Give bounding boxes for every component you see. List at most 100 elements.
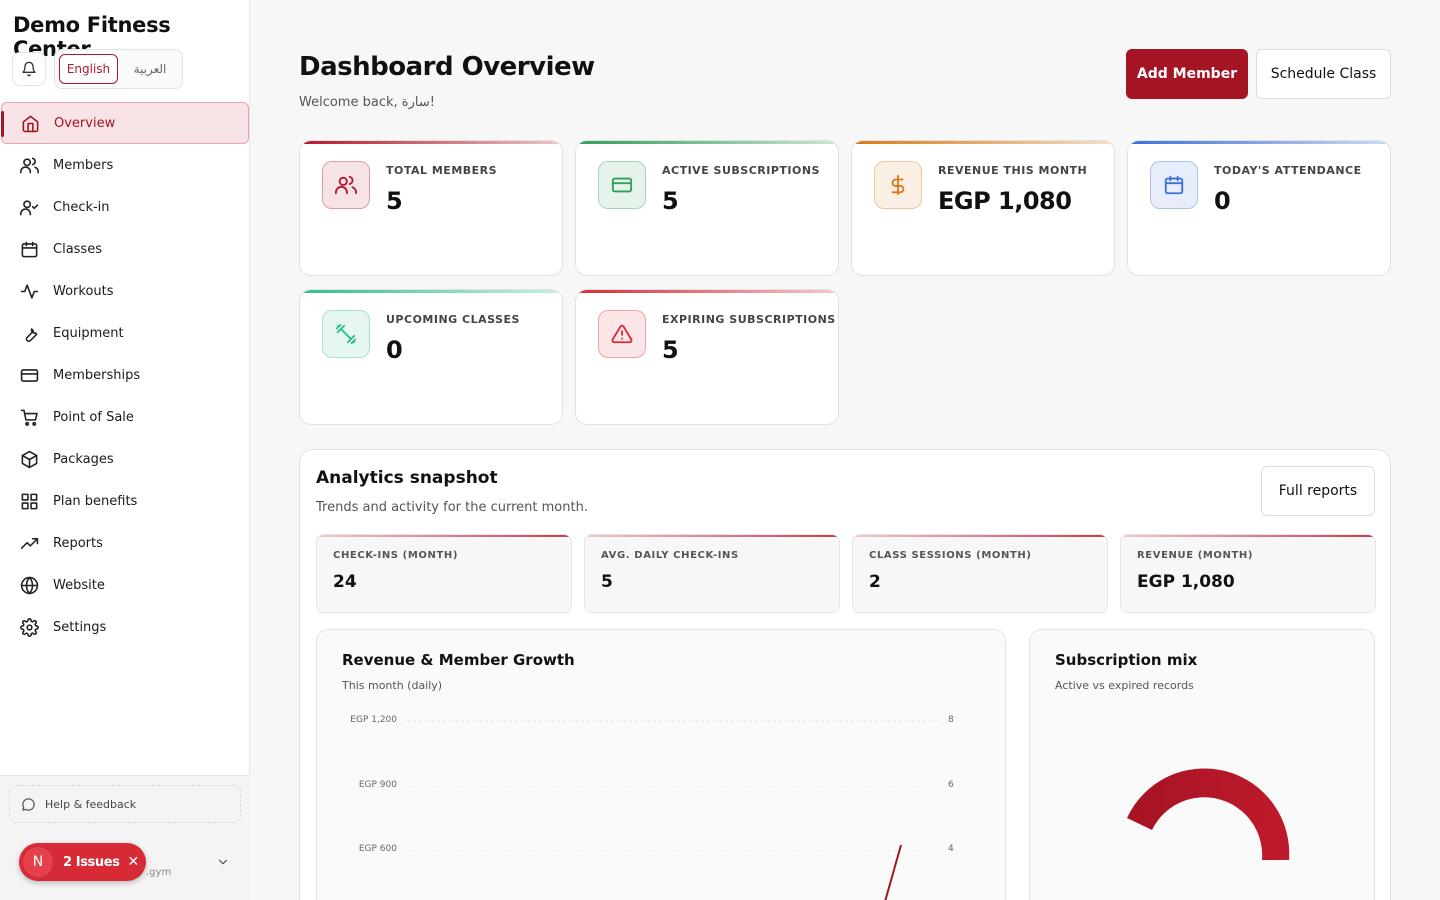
metric-card: AVG. DAILY CHECK-INS 5 bbox=[584, 534, 840, 613]
page-title: Dashboard Overview bbox=[299, 52, 595, 82]
stat-accent-bar bbox=[852, 141, 1114, 144]
stat-accent-bar bbox=[300, 290, 562, 293]
metric-accent-bar bbox=[1121, 535, 1375, 537]
sidebar-item-workouts[interactable]: Workouts bbox=[0, 270, 250, 312]
cart-icon bbox=[18, 406, 40, 428]
sidebar-item-label: Reports bbox=[53, 535, 103, 551]
calendar-icon bbox=[1150, 161, 1198, 209]
metric-card: CHECK-INS (MONTH) 24 bbox=[316, 534, 572, 613]
users-icon bbox=[322, 161, 370, 209]
schedule-class-button[interactable]: Schedule Class bbox=[1256, 49, 1391, 99]
stat-value: 0 bbox=[1214, 187, 1231, 215]
sidebar-item-website[interactable]: Website bbox=[0, 564, 250, 606]
stat-accent-bar bbox=[576, 141, 838, 144]
sidebar-item-label: Members bbox=[53, 157, 114, 173]
sidebar-item-label: Packages bbox=[53, 451, 114, 467]
stat-card: EXPIRING SUBSCRIPTIONS 5 bbox=[575, 289, 839, 425]
series-line bbox=[884, 844, 902, 900]
sidebar-footer: Help & feedback .gym bbox=[0, 775, 250, 900]
analytics-title: Analytics snapshot bbox=[316, 468, 498, 488]
issues-badge[interactable]: N 2 Issues ✕ bbox=[19, 843, 146, 881]
stat-card: ACTIVE SUBSCRIPTIONS 5 bbox=[575, 140, 839, 276]
message-icon bbox=[21, 797, 36, 812]
stat-label: TOTAL MEMBERS bbox=[386, 164, 498, 177]
package-icon bbox=[18, 448, 40, 470]
trending-icon bbox=[18, 532, 40, 554]
line-chart-svg bbox=[407, 720, 937, 900]
activity-icon bbox=[18, 280, 40, 302]
sidebar-item-label: Plan benefits bbox=[53, 493, 138, 509]
metric-label: CLASS SESSIONS (MONTH) bbox=[869, 550, 1032, 561]
metric-card: CLASS SESSIONS (MONTH) 2 bbox=[852, 534, 1108, 613]
y-right-tick: 4 bbox=[948, 844, 954, 854]
sidebar-item-overview[interactable]: Overview bbox=[1, 102, 249, 144]
full-reports-button[interactable]: Full reports bbox=[1261, 466, 1375, 516]
metric-value: 5 bbox=[601, 572, 613, 592]
stat-label: REVENUE THIS MONTH bbox=[938, 164, 1088, 177]
stat-label: EXPIRING SUBSCRIPTIONS bbox=[662, 313, 836, 326]
metric-card: REVENUE (MONTH) EGP 1,080 bbox=[1120, 534, 1376, 613]
gear-icon bbox=[18, 616, 40, 638]
sidebar-nav: Overview Members Check-in Classes Workouts Eq… bbox=[0, 102, 250, 648]
stat-label: UPCOMING CLASSES bbox=[386, 313, 520, 326]
donut-svg bbox=[1127, 768, 1290, 860]
sidebar-item-pos[interactable]: Point of Sale bbox=[0, 396, 250, 438]
close-icon[interactable]: ✕ bbox=[127, 854, 140, 870]
notifications-button[interactable] bbox=[12, 52, 46, 86]
metric-label: REVENUE (MONTH) bbox=[1137, 550, 1254, 561]
sidebar-item-plan-benefits[interactable]: Plan benefits bbox=[0, 480, 250, 522]
lang-arabic-button[interactable]: العربية bbox=[133, 62, 167, 76]
y-right-tick: 8 bbox=[948, 715, 954, 725]
stat-accent-bar bbox=[1128, 141, 1390, 144]
sidebar: Demo Fitness Center English العربية Over… bbox=[0, 0, 250, 900]
sidebar-item-label: Point of Sale bbox=[53, 409, 134, 425]
chevron-down-icon[interactable] bbox=[216, 854, 230, 873]
stat-card: TOTAL MEMBERS 5 bbox=[299, 140, 563, 276]
welcome-text: Welcome back, سارة! bbox=[299, 95, 435, 110]
help-feedback-button[interactable]: Help & feedback bbox=[9, 785, 241, 823]
credit-card-icon bbox=[18, 364, 40, 386]
y-left-tick: EGP 1,200 bbox=[350, 715, 397, 725]
sidebar-item-packages[interactable]: Packages bbox=[0, 438, 250, 480]
metric-value: 24 bbox=[333, 572, 357, 592]
sidebar-item-reports[interactable]: Reports bbox=[0, 522, 250, 564]
metric-label: CHECK-INS (MONTH) bbox=[333, 550, 459, 561]
add-member-button[interactable]: Add Member bbox=[1126, 49, 1248, 99]
sidebar-item-checkin[interactable]: Check-in bbox=[0, 186, 250, 228]
sidebar-item-members[interactable]: Members bbox=[0, 144, 250, 186]
metric-accent-bar bbox=[853, 535, 1107, 537]
sidebar-item-label: Overview bbox=[54, 115, 116, 131]
stat-value: 5 bbox=[662, 187, 679, 215]
sidebar-item-equipment[interactable]: Equipment bbox=[0, 312, 250, 354]
language-switch: English العربية bbox=[54, 49, 183, 89]
users-icon bbox=[18, 154, 40, 176]
grid-icon bbox=[18, 490, 40, 512]
y-left-tick: EGP 600 bbox=[358, 844, 397, 854]
sidebar-item-label: Workouts bbox=[53, 283, 114, 299]
sidebar-item-label: Classes bbox=[53, 241, 102, 257]
sidebar-item-classes[interactable]: Classes bbox=[0, 228, 250, 270]
subscription-mix-chart: Subscription mix Active vs expired recor… bbox=[1029, 629, 1375, 900]
analytics-panel: Analytics snapshot Trends and activity f… bbox=[299, 449, 1391, 900]
stat-value: 5 bbox=[662, 336, 679, 364]
metric-label: AVG. DAILY CHECK-INS bbox=[601, 550, 739, 561]
sidebar-item-label: Check-in bbox=[53, 199, 110, 215]
lang-english-button[interactable]: English bbox=[59, 54, 118, 84]
stat-accent-bar bbox=[576, 290, 838, 293]
metric-value: 2 bbox=[869, 572, 881, 592]
sidebar-item-memberships[interactable]: Memberships bbox=[0, 354, 250, 396]
credit-card-icon bbox=[598, 161, 646, 209]
dumbbell-icon bbox=[322, 310, 370, 358]
sidebar-item-label: Equipment bbox=[53, 325, 124, 341]
issues-count: 2 Issues bbox=[63, 854, 120, 870]
user-check-icon bbox=[18, 196, 40, 218]
home-icon bbox=[19, 112, 41, 134]
sidebar-item-settings[interactable]: Settings bbox=[0, 606, 250, 648]
chart-subtitle: This month (daily) bbox=[342, 679, 443, 692]
chart-subtitle: Active vs expired records bbox=[1055, 679, 1194, 692]
globe-icon bbox=[18, 574, 40, 596]
issues-avatar: N bbox=[23, 847, 53, 877]
y-left-tick: EGP 900 bbox=[358, 779, 397, 790]
help-label: Help & feedback bbox=[45, 797, 137, 811]
dollar-icon bbox=[874, 161, 922, 209]
